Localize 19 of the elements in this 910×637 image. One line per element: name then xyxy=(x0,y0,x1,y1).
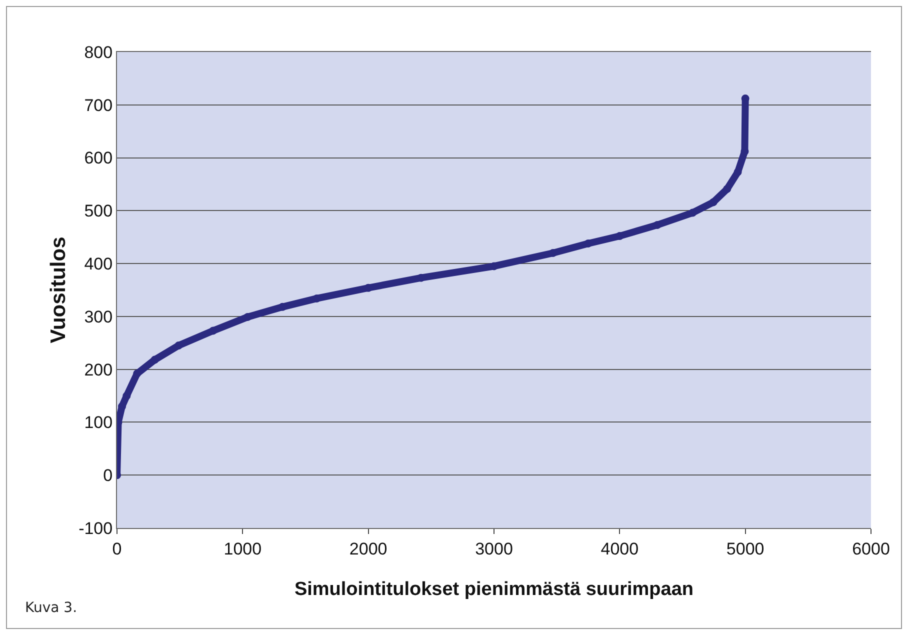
y-tick-label: 100 xyxy=(84,413,113,432)
y-axis-title: Vuositulos xyxy=(47,236,70,344)
y-tick-label: -100 xyxy=(78,518,113,538)
y-tick-label: 300 xyxy=(84,307,113,326)
x-tick-label: 1000 xyxy=(224,539,262,558)
y-tick-label: 500 xyxy=(84,202,113,221)
y-tick-label: 800 xyxy=(84,42,113,62)
x-tick-label: 4000 xyxy=(600,539,639,558)
y-tick-label: 700 xyxy=(84,96,113,115)
y-tick-label: 200 xyxy=(84,360,113,380)
y-tick-label: 600 xyxy=(84,148,113,168)
x-axis-title: Simulointitulokset pienimmästä suurimpaan xyxy=(294,579,694,600)
text: Kuva 3. xyxy=(25,600,78,616)
x-tick-label: 3000 xyxy=(475,539,513,558)
x-tick-label: 2000 xyxy=(349,539,388,558)
y-tick-label: 0 xyxy=(103,466,113,486)
y-tick-label: 400 xyxy=(84,254,113,274)
x-tick-label: 5000 xyxy=(726,539,764,558)
x-tick-label: 6000 xyxy=(852,539,890,558)
